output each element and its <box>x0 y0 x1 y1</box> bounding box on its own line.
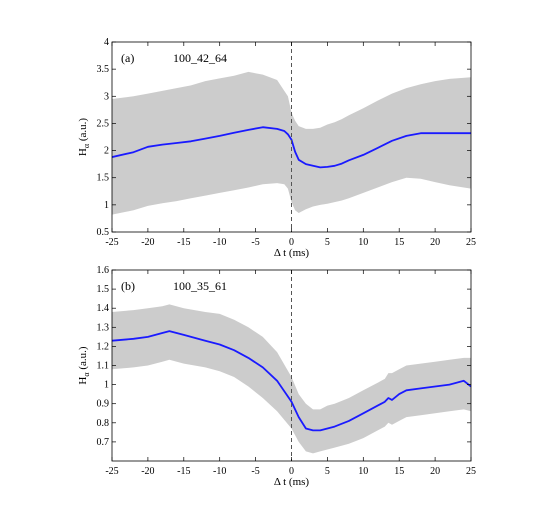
panel-a: -25 -20 -15 -10 -5 0 5 10 15 20 25 0.5 1 1.5 2 2.5 3 3.5 4… <box>77 37 476 259</box>
y-tick-label: 0.9 <box>97 399 110 410</box>
x-tick-label: 20 <box>430 466 440 477</box>
y-tick-label: 1 <box>104 380 109 391</box>
x-tick-label: -20 <box>141 466 154 477</box>
x-axis-label: Δ t (ms) <box>274 247 310 259</box>
y-tick-label: 1.4 <box>97 303 110 314</box>
panel-b: -25 -20 -15 -10 -5 0 5 10 15 20 25 0.7 0.8 0.9 1 1.1 1.2… <box>77 265 476 488</box>
x-tick-label: 5 <box>325 466 330 477</box>
y-tick-label: 1.5 <box>97 173 110 184</box>
y-tick-label: 1 <box>104 200 109 211</box>
y-tick-label: 4 <box>104 37 109 48</box>
x-axis-label: Δ t (ms) <box>274 476 310 488</box>
y-tick-label: 2 <box>104 146 109 157</box>
x-tick-label: 10 <box>358 237 368 248</box>
x-tick-label: -15 <box>177 466 190 477</box>
x-tick-label: 15 <box>394 466 404 477</box>
x-tick-label: -5 <box>251 237 259 248</box>
y-axis-label: Hα (a.u.) <box>77 346 91 384</box>
y-tick-label: 1.2 <box>97 341 110 352</box>
y-tick-label: 0.8 <box>97 418 110 429</box>
y-axis-label: Hα (a.u.) <box>77 118 91 156</box>
shot-annotation: 100_35_61 <box>173 279 227 293</box>
mean-line <box>112 330 471 432</box>
y-tick-label: 0.5 <box>97 227 110 238</box>
panel-label: (b) <box>121 279 135 293</box>
y-tick-label: 3 <box>104 91 109 102</box>
x-tick-label: 5 <box>325 237 330 248</box>
mean-line <box>112 126 471 169</box>
y-tick-label: 0.7 <box>97 437 110 448</box>
y-tick-label: 3.5 <box>97 64 110 75</box>
x-tick-label: -25 <box>105 237 118 248</box>
x-tick-label: -10 <box>213 466 226 477</box>
shot-annotation: 100_42_64 <box>173 51 227 65</box>
y-tick-label: 1.6 <box>97 265 110 276</box>
x-tick-label: 25 <box>466 466 476 477</box>
x-tick-label: 15 <box>394 237 404 248</box>
x-tick-label: -5 <box>251 466 259 477</box>
x-tick-label: -20 <box>141 237 154 248</box>
y-tick-label: 1.3 <box>97 322 110 333</box>
x-tick-label: 20 <box>430 237 440 248</box>
x-tick-label: -15 <box>177 237 190 248</box>
x-tick-label: 10 <box>358 466 368 477</box>
x-tick-label: -25 <box>105 466 118 477</box>
y-tick-label: 1.5 <box>97 284 110 295</box>
x-tick-label: 0 <box>289 237 294 248</box>
y-tick-label: 2.5 <box>97 118 110 129</box>
x-tick-label: 0 <box>289 466 294 477</box>
panel-label: (a) <box>121 51 134 65</box>
y-tick-label: 1.1 <box>97 361 110 372</box>
x-tick-label: 25 <box>466 237 476 248</box>
x-tick-label: -10 <box>213 237 226 248</box>
